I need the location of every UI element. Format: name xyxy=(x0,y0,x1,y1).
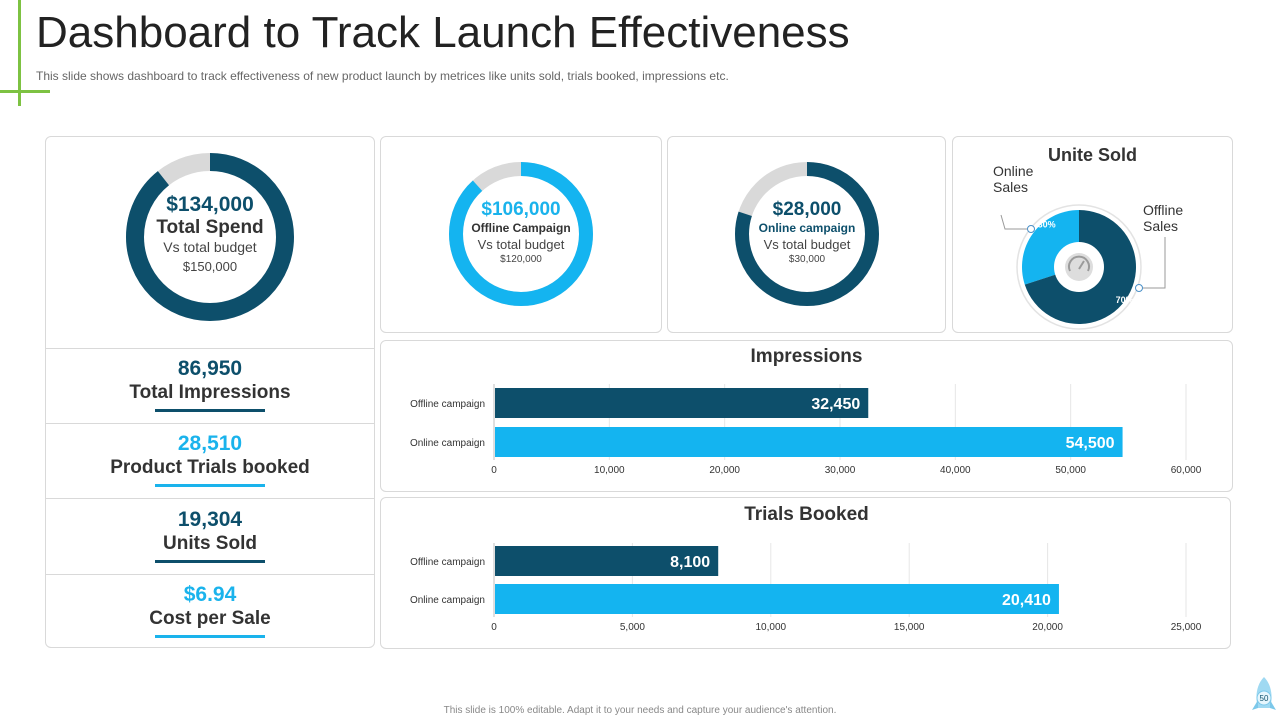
impressions-panel: Impressions 32,450 Offline campaign 54,500… xyxy=(380,340,1233,492)
kpi-underline xyxy=(155,484,265,487)
offline-spend-panel: $106,000 Offline Campaign Vs total budge… xyxy=(380,136,662,333)
kpi-label: Cost per Sale xyxy=(149,608,271,629)
online-spend-label: Online campaign xyxy=(758,221,856,235)
kpi-label: Units Sold xyxy=(163,533,257,554)
offline-spend-donut xyxy=(449,162,593,306)
x-tick-label: 25,000 xyxy=(1171,622,1202,633)
pie-label-offline: Sales xyxy=(1143,218,1178,234)
kpi-label: Total Impressions xyxy=(129,382,291,403)
kpi-value: $6.94 xyxy=(183,583,237,606)
online-spend-donut xyxy=(735,162,879,306)
bar-offline-campaign xyxy=(495,546,719,576)
category-label: Online campaign xyxy=(410,595,485,606)
x-tick-label: 0 xyxy=(491,622,497,633)
kpi-cost-per-sale: $6.94 Cost per Sale xyxy=(46,583,374,638)
pie-label-online: Sales xyxy=(993,179,1028,195)
bar-offline-campaign xyxy=(495,388,869,418)
gauge-icon xyxy=(1068,255,1090,272)
bar-value-label: 54,500 xyxy=(1066,435,1115,452)
total-spend-label: Total Spend xyxy=(156,217,264,238)
callout-line-online xyxy=(1000,214,1031,230)
footer-note: This slide is 100% editable. Adapt it to… xyxy=(443,705,837,716)
kpi-underline xyxy=(155,560,265,563)
kpi-units-sold: 19,304 Units Sold xyxy=(46,508,374,563)
category-label: Online campaign xyxy=(410,438,485,449)
pie-outer-ring xyxy=(1016,204,1142,330)
total-spend-value: $134,000 xyxy=(166,193,254,216)
accent-bar-horizontal xyxy=(0,90,50,93)
impressions-title: Impressions xyxy=(750,346,863,367)
kpi-value: 28,510 xyxy=(177,432,243,455)
online-spend-budget-label: Vs total budget xyxy=(763,237,851,252)
total-spend-text: $134,000 Total Spend Vs total budget $15… xyxy=(110,193,310,274)
offline-spend-value: $106,000 xyxy=(481,199,561,220)
callout-dot-online xyxy=(1027,225,1035,233)
kpi-divider xyxy=(46,574,374,575)
bar-value-label: 32,450 xyxy=(811,396,860,413)
kpi-total-impressions: 86,950 Total Impressions xyxy=(46,357,374,412)
trials-title: Trials Booked xyxy=(744,504,869,525)
x-tick-label: 40,000 xyxy=(940,465,971,476)
total-spend-donut xyxy=(126,153,294,321)
page-subtitle: This slide shows dashboard to track effe… xyxy=(36,69,729,83)
unit-sold-title: Unite Sold xyxy=(1048,145,1137,165)
trials-chart: 8,100 Offline campaign 20,410 Online campai… xyxy=(410,543,1202,633)
kpi-underline xyxy=(155,409,265,412)
online-spend-panel: $28,000 Online campaign Vs total budget … xyxy=(667,136,946,333)
callout-line-offline xyxy=(1139,237,1166,289)
kpi-value: 86,950 xyxy=(177,357,243,380)
kpi-divider xyxy=(46,498,374,499)
kpi-label: Product Trials booked xyxy=(110,457,310,478)
category-label: Offline campaign xyxy=(410,399,485,410)
pie-value-label: 70% xyxy=(1116,295,1134,305)
total-spend-arc xyxy=(126,153,294,321)
kpi-underline xyxy=(155,635,265,638)
x-tick-label: 15,000 xyxy=(894,622,925,633)
pie-label-online: Online xyxy=(993,163,1034,179)
online-spend-value: $28,000 xyxy=(772,199,842,220)
unit-sold-panel: Unite Sold 30% 70% Online Sales Offline Sales xyxy=(952,136,1233,333)
x-tick-label: 10,000 xyxy=(594,465,625,476)
kpi-divider xyxy=(46,348,374,349)
kpi-panel: $134,000 Total Spend Vs total budget $15… xyxy=(45,136,375,648)
category-label: Offline campaign xyxy=(410,557,485,568)
x-tick-label: 20,000 xyxy=(709,465,740,476)
offline-spend-label: Offline Campaign xyxy=(471,221,571,235)
bar-online-campaign xyxy=(495,584,1059,614)
offline-spend-arc xyxy=(449,162,593,306)
online-spend-budget: $30,000 xyxy=(788,254,826,265)
callout-dot-offline xyxy=(1135,284,1143,292)
offline-spend-budget-label: Vs total budget xyxy=(477,237,565,252)
bar-online-campaign xyxy=(495,427,1123,457)
online-spend-text: $28,000 Online campaign Vs total budget … xyxy=(707,199,907,265)
bar-value-label: 20,410 xyxy=(1002,592,1051,609)
kpi-product-trials: 28,510 Product Trials booked xyxy=(46,432,374,487)
x-tick-label: 60,000 xyxy=(1171,465,1202,476)
offline-spend-budget: $120,000 xyxy=(500,254,542,265)
kpi-value: 19,304 xyxy=(177,508,243,531)
trials-panel: Trials Booked 8,100 Offline campaign 20,41… xyxy=(380,497,1231,649)
online-spend-arc xyxy=(735,162,879,306)
total-spend-budget: $150,000 xyxy=(182,259,238,274)
x-tick-label: 10,000 xyxy=(756,622,787,633)
x-tick-label: 5,000 xyxy=(620,622,645,633)
impressions-chart: 32,450 Offline campaign 54,500 Online campa… xyxy=(410,384,1202,476)
x-tick-label: 0 xyxy=(491,465,497,476)
offline-spend-text: $106,000 Offline Campaign Vs total budge… xyxy=(421,199,621,265)
kpi-divider xyxy=(46,423,374,424)
x-tick-label: 20,000 xyxy=(1032,622,1063,633)
pie-label-offline: Offline xyxy=(1143,202,1183,218)
x-tick-label: 50,000 xyxy=(1055,465,1086,476)
x-tick-label: 30,000 xyxy=(825,465,856,476)
accent-bar-vertical xyxy=(18,0,21,106)
total-spend-budget-label: Vs total budget xyxy=(163,239,257,255)
page-number: 50 xyxy=(1260,694,1269,703)
page-title: Dashboard to Track Launch Effectiveness xyxy=(36,8,850,57)
rocket-icon: 50 xyxy=(1252,677,1276,710)
bar-value-label: 8,100 xyxy=(670,554,710,571)
pie-value-label: 30% xyxy=(1038,219,1056,229)
